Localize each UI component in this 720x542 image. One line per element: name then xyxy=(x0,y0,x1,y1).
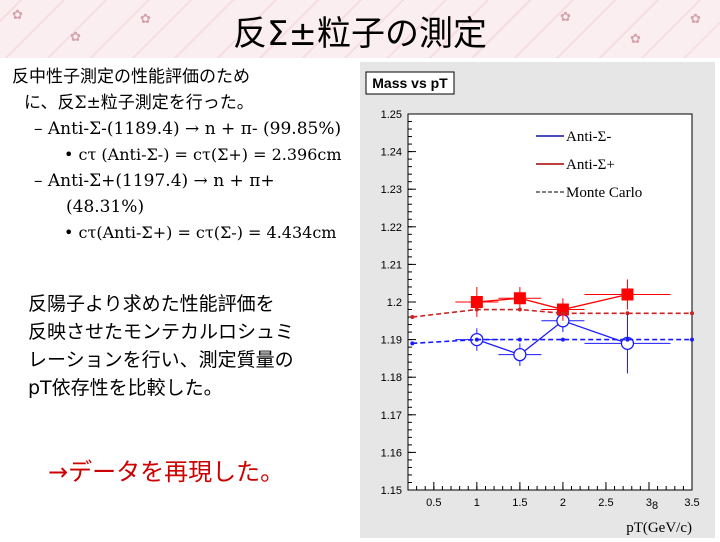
data-point xyxy=(410,341,415,346)
x-tick-label: 3 xyxy=(646,497,652,509)
ctau-anti-sigma-minus: • cτ (Anti-Σ-) = cτ(Σ+) = 2.396cm xyxy=(64,145,342,164)
decay-anti-sigma-minus: – Anti-Σ-(1189.4) → n + π- (99.85%) xyxy=(34,119,342,139)
data-point xyxy=(474,307,479,312)
data-point xyxy=(560,311,565,316)
x-tick-label: 3.5 xyxy=(684,497,699,509)
paragraph-line: 反陽子より求めた性能評価を xyxy=(28,293,275,315)
chart-panel: Mass vs pT 1.15 1.16 1.17 1.18 1.19 1.2 1.21 1.2… xyxy=(360,62,715,538)
data-point xyxy=(625,337,630,342)
x-tick-label: 2.5 xyxy=(598,497,613,509)
x-axis-label: pT(GeV/c) xyxy=(626,520,692,536)
decay-anti-sigma-plus: – Anti-Σ+(1197.4) → n + π+ xyxy=(34,171,275,191)
legend-entry: Anti-Σ+ xyxy=(566,157,615,173)
data-point xyxy=(560,337,565,342)
flower-icon: ✿ xyxy=(690,12,701,27)
conclusion-text: →データを再現した。 xyxy=(48,458,285,486)
y-tick-label: 1.21 xyxy=(381,259,402,271)
description-paragraph: 反陽子より求めた性能評価を 反映させたモンテカルロシュミ レーションを行い、測定… xyxy=(28,290,348,402)
y-tick-label: 1.24 xyxy=(381,147,402,159)
data-point xyxy=(513,292,526,305)
series-line xyxy=(412,338,692,345)
x-tick-label: 2 xyxy=(560,497,566,509)
flower-icon: ✿ xyxy=(12,8,23,23)
y-tick-label: 1.25 xyxy=(381,109,402,121)
data-point xyxy=(517,337,522,342)
data-point xyxy=(410,315,415,320)
mass-vs-pt-chart: Mass vs pT 1.15 1.16 1.17 1.18 1.19 1.2 1.21 1.2… xyxy=(365,71,700,536)
bullet-list: 反中性子測定の性能評価のため に、反Σ±粒子測定を行った。 – Anti-Σ-(… xyxy=(12,64,360,246)
paragraph-line: 反映させたモンテカルロシュミ xyxy=(28,321,295,343)
data-point xyxy=(690,337,694,342)
flower-icon: ✿ xyxy=(560,10,571,25)
y-tick-label: 1.17 xyxy=(381,410,402,422)
flower-icon: ✿ xyxy=(630,32,641,47)
y-tick-label: 1.2 xyxy=(387,297,402,309)
flower-icon: ✿ xyxy=(140,12,151,27)
x-tick-label: 0.5 xyxy=(426,497,441,509)
paragraph-line: レーションを行い、測定質量の xyxy=(28,349,294,371)
chart-title: Mass vs pT xyxy=(372,75,448,91)
data-point xyxy=(625,311,630,316)
data-point xyxy=(474,337,479,342)
series-line xyxy=(412,308,692,318)
title-box xyxy=(365,71,455,95)
y-tick-label: 1.15 xyxy=(381,485,402,497)
flower-icon: ✿ xyxy=(70,30,81,45)
legend-entry: Anti-Σ- xyxy=(566,129,611,145)
legend-entry: Monte Carlo xyxy=(566,185,642,201)
page-title: 反Σ±粒子の測定 xyxy=(233,14,487,54)
y-tick-label: 1.23 xyxy=(381,184,402,196)
x-tick-label: 1 xyxy=(474,497,480,509)
header-background xyxy=(0,0,720,58)
y-tick-label: 1.22 xyxy=(381,222,402,234)
series-line xyxy=(476,293,628,311)
intro-line: 反中性子測定の性能評価のため xyxy=(12,67,250,87)
data-point xyxy=(513,347,527,362)
paragraph-line: pT依存性を比較した。 xyxy=(28,377,223,399)
decay-anti-sigma-plus-br: (48.31%) xyxy=(66,197,145,217)
data-point xyxy=(621,288,634,301)
data-point xyxy=(690,311,694,316)
x-tick-label: 1.5 xyxy=(512,497,527,509)
data-point xyxy=(470,296,483,308)
page-number: 8 xyxy=(652,500,658,512)
series-line xyxy=(476,320,628,356)
y-tick-label: 1.18 xyxy=(381,372,402,384)
y-tick-label: 1.19 xyxy=(381,335,402,347)
y-tick-label: 1.16 xyxy=(381,447,402,459)
ctau-anti-sigma-plus: • cτ(Anti-Σ+) = cτ(Σ-) = 4.434cm xyxy=(64,223,337,242)
intro-line-2: に、反Σ±粒子測定を行った。 xyxy=(24,93,254,113)
plot-area xyxy=(407,113,693,491)
data-point xyxy=(517,307,522,312)
